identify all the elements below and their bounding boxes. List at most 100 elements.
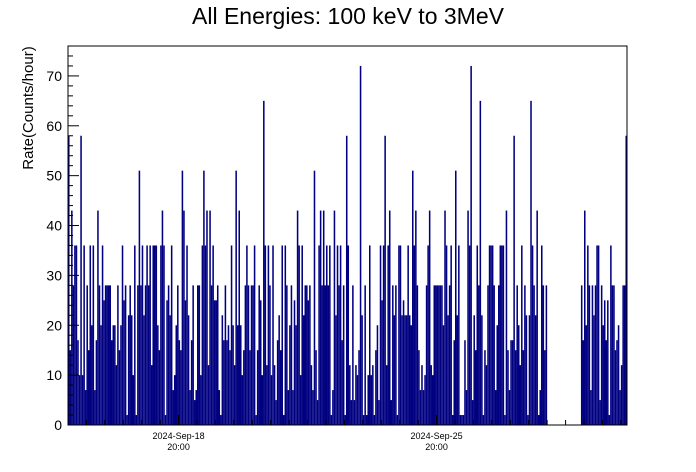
histogram-bar xyxy=(149,245,151,425)
histogram-bar xyxy=(522,350,525,425)
histogram-bar xyxy=(107,285,110,425)
histogram-bar xyxy=(393,315,396,425)
histogram-bar xyxy=(154,245,156,425)
histogram-bar xyxy=(226,340,228,425)
histogram-bar xyxy=(474,350,477,425)
histogram-bar xyxy=(135,415,138,425)
histogram-bar xyxy=(302,315,305,425)
histogram-bar xyxy=(172,390,174,425)
histogram-bar xyxy=(433,285,436,425)
histogram-bar xyxy=(355,365,357,425)
histogram-bar xyxy=(482,415,485,425)
histogram-bar xyxy=(95,340,98,425)
histogram-bar xyxy=(169,315,171,425)
histogram-bar xyxy=(471,400,474,425)
histogram-bar xyxy=(373,415,376,425)
histogram-bar xyxy=(516,285,518,425)
histogram-bar xyxy=(376,325,379,425)
histogram-bar xyxy=(69,350,72,425)
histogram-bar xyxy=(404,315,406,425)
histogram-bar xyxy=(106,285,108,425)
histogram-bar xyxy=(614,350,617,425)
histogram-bar xyxy=(622,285,624,425)
histogram-bar xyxy=(352,285,354,425)
histogram-bar xyxy=(507,350,509,425)
histogram-bar xyxy=(198,285,201,425)
histogram-bar xyxy=(287,390,290,425)
histogram-bar xyxy=(216,285,219,425)
histogram-bar xyxy=(338,285,340,425)
histogram-bar xyxy=(450,245,452,425)
histogram-bar xyxy=(229,350,231,425)
histogram-bar xyxy=(170,245,173,425)
histogram-bar xyxy=(428,210,431,425)
histogram-bar xyxy=(312,390,314,425)
histogram-bar xyxy=(307,300,310,425)
histogram-bar xyxy=(140,285,142,425)
histogram-bar xyxy=(120,325,122,425)
histogram-bar xyxy=(290,285,293,425)
histogram-bar xyxy=(184,300,187,425)
histogram-bar xyxy=(600,285,603,425)
histogram-bar xyxy=(372,365,374,425)
histogram-bar xyxy=(173,375,176,425)
histogram-bar xyxy=(313,170,316,425)
histogram-bar xyxy=(602,325,604,425)
histogram-bar xyxy=(505,210,508,425)
histogram-bar xyxy=(617,325,620,425)
histogram-bar xyxy=(236,325,239,425)
histogram-bar xyxy=(501,245,503,425)
histogram-bar xyxy=(326,245,328,425)
histogram-bar xyxy=(625,135,627,425)
histogram-bar xyxy=(521,245,523,425)
histogram-bar xyxy=(345,135,348,425)
histogram-bar xyxy=(68,135,70,425)
y-tick-label: 0 xyxy=(54,417,62,433)
y-tick-label: 70 xyxy=(46,68,62,84)
histogram-bar xyxy=(610,245,612,425)
y-tick-label: 10 xyxy=(46,367,62,383)
histogram-bar xyxy=(479,100,482,426)
histogram-bar xyxy=(247,285,250,425)
histogram-bar xyxy=(478,285,480,425)
histogram-bar xyxy=(416,285,419,425)
histogram-bar xyxy=(197,285,199,425)
histogram-bar xyxy=(212,245,214,425)
histogram-bar xyxy=(281,245,283,425)
histogram-bar xyxy=(101,245,104,425)
histogram-bar xyxy=(150,365,153,425)
histogram-bar xyxy=(87,350,90,425)
histogram-bar xyxy=(296,210,299,425)
histogram-bar xyxy=(118,350,121,425)
histogram-bar xyxy=(310,365,313,425)
histogram-bar xyxy=(597,245,600,425)
histogram-bar xyxy=(545,285,548,425)
histogram-bar xyxy=(424,375,426,425)
histogram-bar xyxy=(97,210,99,425)
histogram-bar xyxy=(508,390,511,425)
histogram-bar xyxy=(235,170,237,425)
histogram-bar xyxy=(295,325,297,425)
histogram-bar xyxy=(356,375,359,425)
histogram-bar xyxy=(349,365,351,425)
histogram-bar xyxy=(587,245,589,425)
x-tick-label-time: 20:00 xyxy=(425,442,448,452)
histogram-bar xyxy=(166,300,168,425)
histogram-bar xyxy=(267,245,270,425)
histogram-bar xyxy=(422,390,425,425)
histogram-bar xyxy=(232,325,234,425)
histogram-bar xyxy=(364,285,366,425)
histogram-bar xyxy=(510,340,512,425)
histogram-bar xyxy=(412,170,414,425)
histogram-bar xyxy=(193,400,196,425)
histogram-bar xyxy=(137,285,139,425)
histogram-bar xyxy=(390,400,393,425)
histogram-bar xyxy=(513,135,515,425)
histogram-bar xyxy=(100,325,102,425)
histogram-bar xyxy=(335,315,337,425)
histogram-bar xyxy=(123,300,125,425)
histogram-bar xyxy=(395,285,397,425)
histogram-bar xyxy=(476,245,479,425)
histogram-bar xyxy=(528,315,531,425)
